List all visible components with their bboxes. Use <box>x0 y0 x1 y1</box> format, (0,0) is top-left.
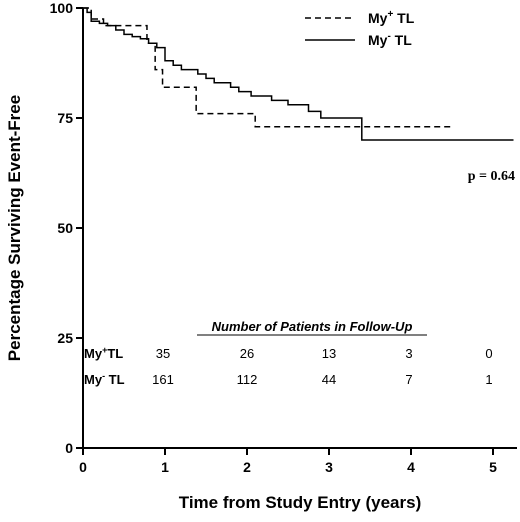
followup-count: 1 <box>485 372 492 387</box>
x-ticks: 0 1 2 3 4 5 <box>79 448 497 475</box>
followup-count: 3 <box>405 346 412 361</box>
y-tick-label: 0 <box>65 440 73 456</box>
y-tick-label: 100 <box>50 0 74 16</box>
legend-label-0: My+ TL <box>368 9 415 26</box>
followup-row-label-1: My- TL <box>84 371 125 387</box>
y-ticks: 0 25 50 75 100 <box>50 0 83 456</box>
survival-curves <box>83 7 514 141</box>
x-tick-label: 1 <box>161 459 169 475</box>
legend-label-1: My- TL <box>368 31 412 48</box>
series-line-1 <box>83 7 514 141</box>
followup-count: 161 <box>152 372 174 387</box>
y-tick-label: 25 <box>57 330 73 346</box>
p-value-annotation: p = 0.64 <box>468 169 515 184</box>
x-tick-label: 4 <box>407 459 415 475</box>
followup-count: 0 <box>485 346 492 361</box>
y-tick-label: 75 <box>57 110 73 126</box>
legend: My+ TL My- TL <box>305 9 415 48</box>
followup-count: 44 <box>322 372 336 387</box>
x-tick-label: 0 <box>79 459 87 475</box>
series-line-0 <box>83 7 452 128</box>
followup-count: 13 <box>322 346 336 361</box>
followup-count: 35 <box>156 346 170 361</box>
followup-count: 112 <box>237 372 258 387</box>
followup-count: 7 <box>405 372 412 387</box>
y-tick-label: 50 <box>57 220 73 236</box>
x-tick-label: 3 <box>325 459 333 475</box>
followup-count: 26 <box>240 346 254 361</box>
followup-table-title: Number of Patients in Follow-Up <box>212 319 413 334</box>
followup-table: My+TL 35 26 13 3 0 My- TL 161 112 44 7 1 <box>84 345 493 387</box>
followup-row-label-0: My+TL <box>84 345 123 361</box>
y-axis-label: Percentage Surviving Event-Free <box>5 95 24 361</box>
x-tick-label: 5 <box>489 459 497 475</box>
x-tick-label: 2 <box>243 459 251 475</box>
x-axis-label: Time from Study Entry (years) <box>179 493 421 512</box>
